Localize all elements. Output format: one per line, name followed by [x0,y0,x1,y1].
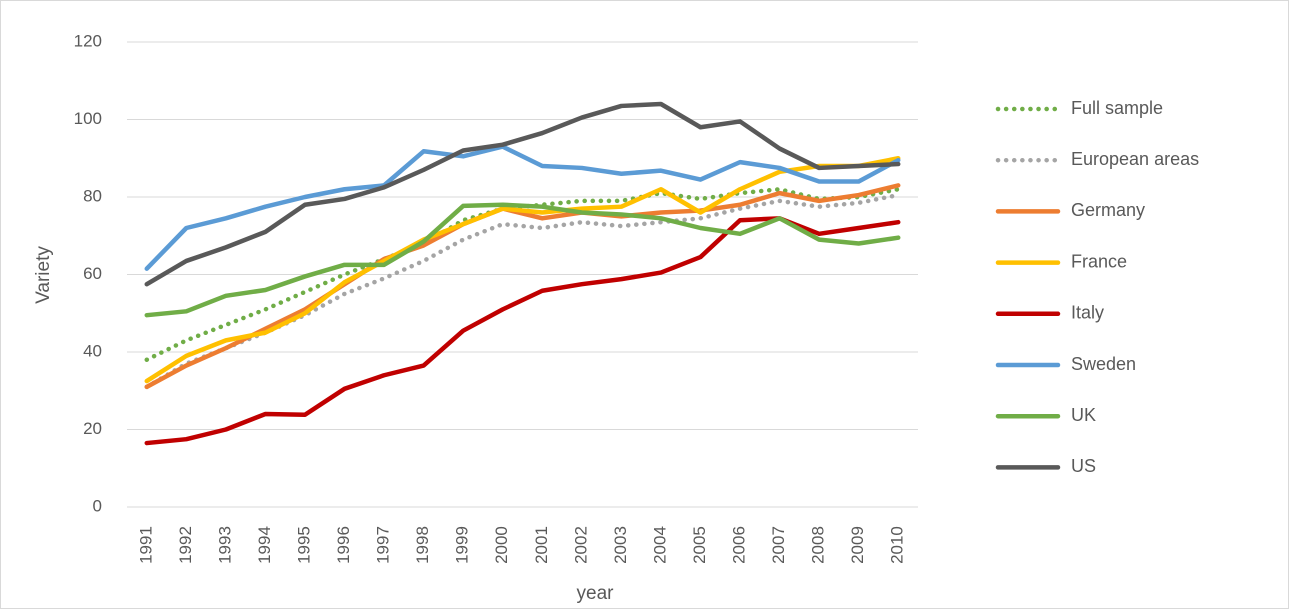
x-tick-label: 2004 [650,526,669,564]
x-tick-label: 1994 [255,526,274,564]
y-tick-label: 100 [74,109,102,128]
x-tick-label: 1998 [413,526,432,564]
x-tick-label: 1992 [176,526,195,564]
legend-label: UK [1071,405,1096,425]
series-line [144,186,901,362]
y-tick-label: 120 [74,31,102,50]
legend-label: Germany [1071,200,1145,220]
series-line [144,101,901,287]
y-tick-label: 0 [93,496,102,515]
x-tick-label: 1993 [215,526,234,564]
y-tick-label: 80 [83,186,102,205]
x-tick-label: 1991 [136,526,155,564]
legend-label: European areas [1071,149,1199,169]
x-tick-label: 2006 [730,526,749,564]
x-tick-label: 2000 [492,526,511,564]
series-line [144,183,901,390]
x-tick-label: 1995 [294,526,313,564]
x-tick-label: 2001 [532,526,551,564]
x-tick-label: 2002 [571,526,590,564]
x-tick-label: 2010 [888,526,907,564]
x-tick-label: 1997 [374,526,393,564]
y-tick-label: 20 [83,419,102,438]
y-axis-title: Variety [33,246,54,304]
x-tick-label: 2005 [690,526,709,564]
x-tick-label: 1996 [334,526,353,564]
series-line [144,156,901,384]
x-tick-label: 2008 [809,526,828,564]
legend-label: Sweden [1071,354,1136,374]
y-tick-label: 60 [83,264,102,283]
legend-label: France [1071,251,1127,271]
y-tick-label: 40 [83,341,102,360]
series-line [144,202,901,318]
x-tick-label: 2009 [848,526,867,564]
legend-label: Full sample [1071,98,1163,118]
legend-label: US [1071,456,1096,476]
series-line [144,144,901,271]
x-axis-title: year [577,583,615,604]
x-tick-label: 2007 [769,526,788,564]
legend-label: Italy [1071,303,1104,323]
x-tick-label: 1999 [453,526,472,564]
x-tick-label: 2003 [611,526,630,564]
